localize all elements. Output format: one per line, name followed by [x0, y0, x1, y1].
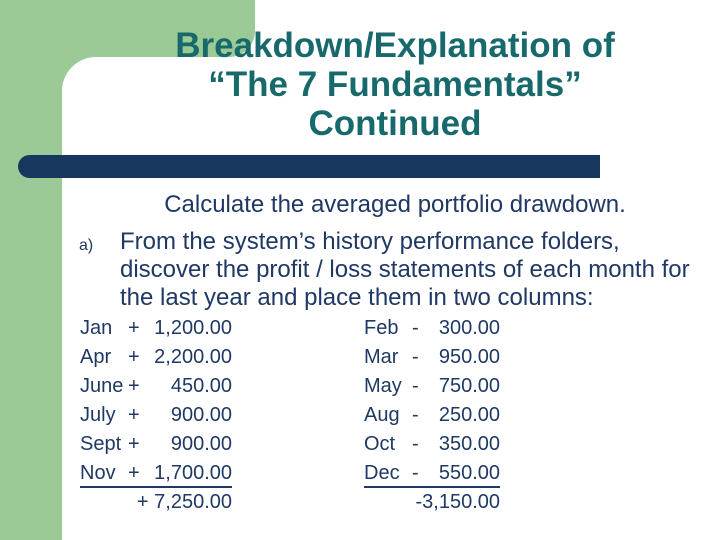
slide-title-line-3: Continued [308, 104, 482, 143]
title-divider-bar [18, 155, 600, 178]
ledger-month: Feb [364, 317, 399, 339]
ledger-month: Mar [364, 346, 399, 368]
profit-column: Jan +1,200.00 Apr +2,200.00 June +450.00 July +… [80, 316, 232, 515]
ledger-row: Feb -300.00 [364, 316, 500, 341]
green-sidebar-decoration [0, 0, 62, 540]
ledger-sign: + [128, 404, 140, 426]
ledger-row: Oct -350.00 [364, 432, 500, 457]
ledger-sign: + [128, 433, 140, 455]
ledger-amount: 1,700.00 [154, 462, 232, 484]
profit-total: + 7,250.00 [136, 491, 232, 513]
ledger-row: May -750.00 [364, 374, 500, 399]
ledger-month: Sept [80, 433, 122, 455]
ledger-month: Nov [80, 462, 116, 484]
profit-rows: Jan +1,200.00 Apr +2,200.00 June +450.00 July +… [80, 316, 232, 488]
loss-total: -3,150.00 [415, 491, 500, 513]
ledger-month: Dec [364, 462, 400, 484]
body-paragraph-line-1: From the system’s history performance fo… [120, 228, 620, 255]
ledger-row: Nov +1,700.00 [80, 461, 232, 488]
ledger-month: Apr [80, 346, 112, 368]
ledger-amount: 2,200.00 [154, 346, 232, 368]
ledger-amount: 750.00 [438, 375, 500, 397]
ledger-sign: + [128, 462, 140, 484]
slide-title: Breakdown/Explanation of “The 7 Fundamen… [105, 26, 685, 143]
ledger-amount: 350.00 [438, 433, 500, 455]
ledger-amount: 900.00 [170, 404, 232, 426]
ledger-row: Jan +1,200.00 [80, 316, 232, 341]
ledger-sign: - [412, 375, 419, 397]
ledger-sign: + [128, 375, 140, 397]
body-paragraph: From the system’s history performance fo… [120, 228, 690, 312]
loss-column: Feb -300.00 Mar -950.00 May -750.00 Aug -250.00… [364, 316, 500, 515]
ledger-amount: 250.00 [438, 404, 500, 426]
ledger-row: Dec -550.00 [364, 461, 500, 488]
slide-title-line-1: Breakdown/Explanation of [175, 26, 615, 65]
loss-rows: Feb -300.00 Mar -950.00 May -750.00 Aug -250.00… [364, 316, 500, 488]
ledger-sign: + [128, 346, 140, 368]
ledger-row: Apr +2,200.00 [80, 345, 232, 370]
ledger-month: Jan [80, 317, 113, 339]
ledger-sign: - [412, 462, 419, 484]
ledger-row: June +450.00 [80, 374, 232, 399]
ledger-month: Oct [364, 433, 396, 455]
ledger-amount: 300.00 [438, 317, 500, 339]
ledger-month: Aug [364, 404, 400, 426]
ledger-row: Mar -950.00 [364, 345, 500, 370]
list-item-marker: a) [79, 237, 94, 254]
content-panel [62, 57, 720, 540]
ledger-row: Sept +900.00 [80, 432, 232, 457]
ledger-sign: - [412, 346, 419, 368]
ledger-month: June [80, 375, 124, 397]
ledger-amount: 900.00 [170, 433, 232, 455]
ledger-amount: 1,200.00 [154, 317, 232, 339]
body-paragraph-line-2: discover the profit / loss statements of… [120, 256, 690, 283]
ledger-month: July [80, 404, 116, 426]
ledger-sign: - [412, 317, 419, 339]
ledger-month: May [364, 375, 402, 397]
ledger-amount: 450.00 [170, 375, 232, 397]
body-paragraph-line-3: the last year and place them in two colu… [120, 284, 594, 311]
subtitle-text: Calculate the averaged portfolio drawdow… [164, 191, 626, 218]
ledger-row: Aug -250.00 [364, 403, 500, 428]
ledger-sign: + [128, 317, 140, 339]
ledger-sign: - [412, 404, 419, 426]
ledger-amount: 950.00 [438, 346, 500, 368]
ledger-amount: 550.00 [438, 462, 500, 484]
slide-title-line-2: “The 7 Fundamentals” [208, 65, 582, 104]
ledger-sign: - [412, 433, 419, 455]
ledger-row: July +900.00 [80, 403, 232, 428]
